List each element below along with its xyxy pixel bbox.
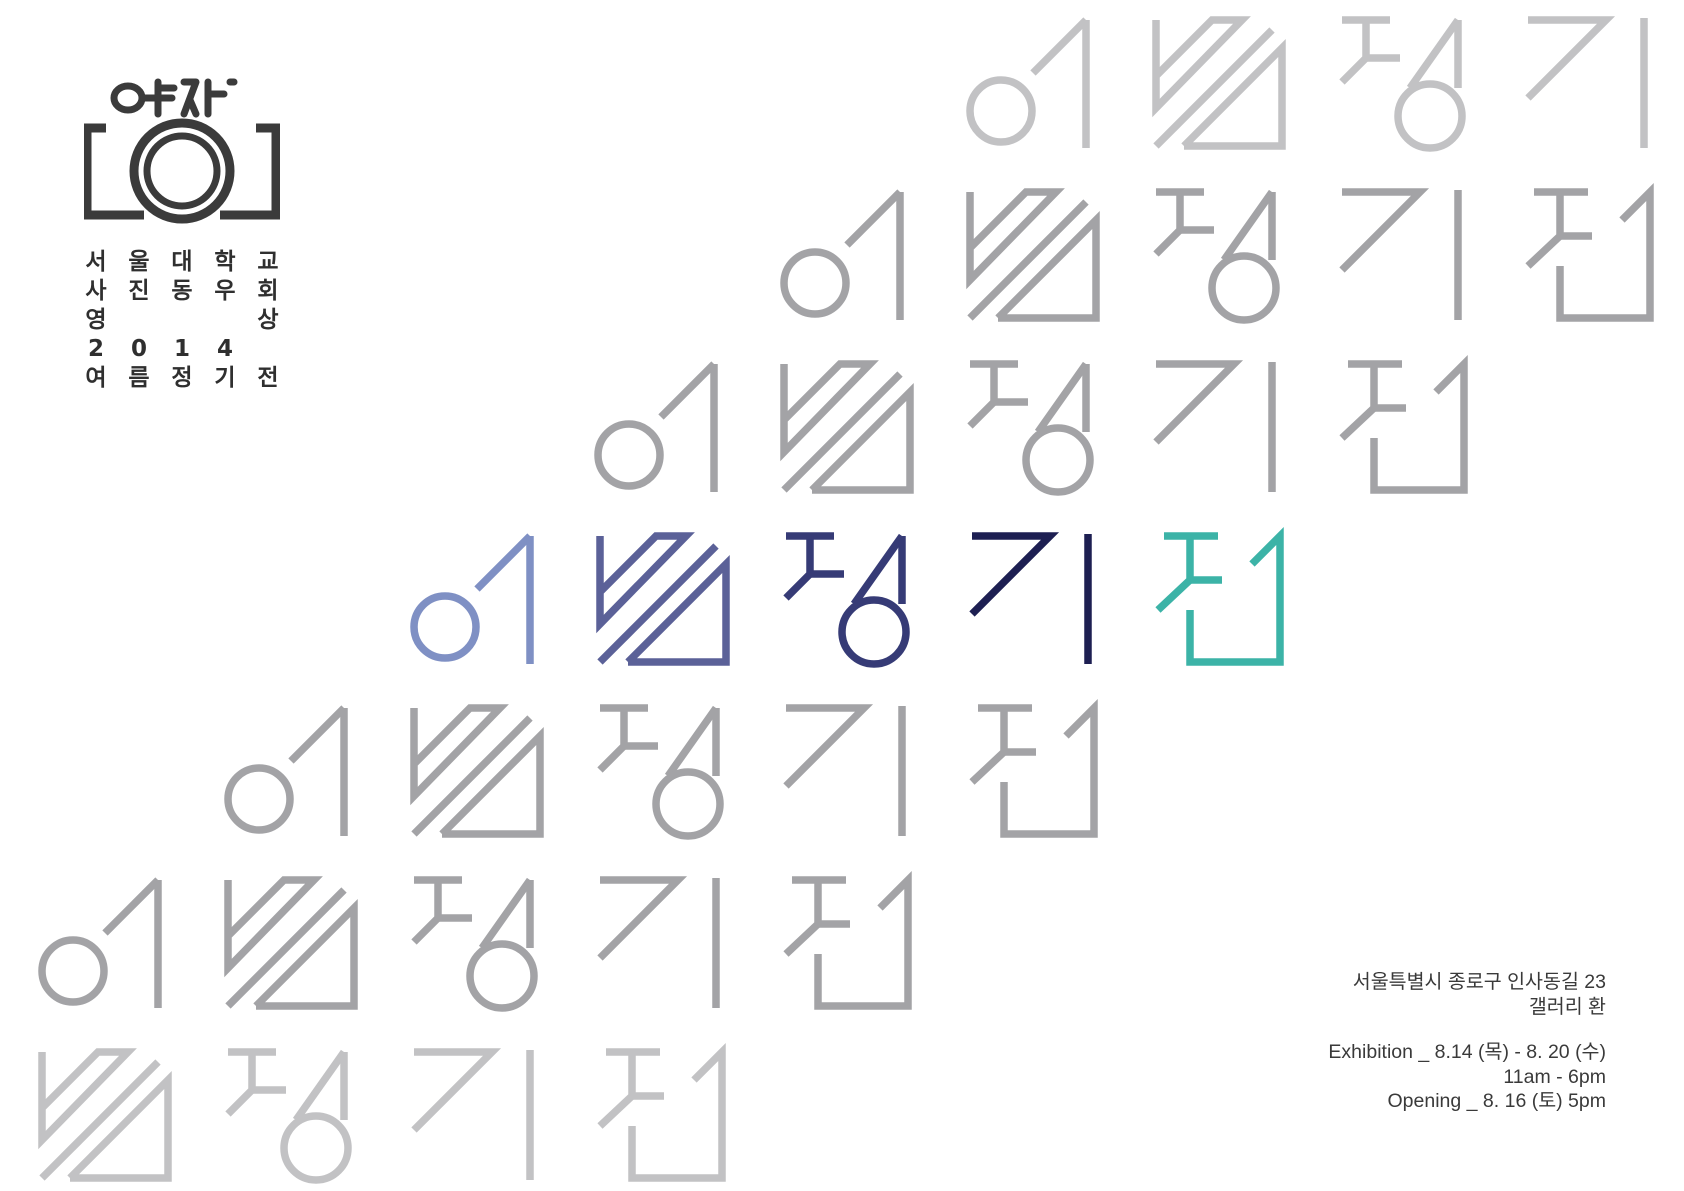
logo-character: 학 (214, 249, 236, 275)
logo-character: 2 (87, 336, 104, 362)
logo-character: 1 (173, 336, 190, 362)
logo-character: 서 (85, 249, 107, 275)
exhibition-dates: Exhibition _ 8.14 (목) - 8. 20 (수) (1328, 1041, 1606, 1063)
glyph-jeong (225, 1048, 352, 1184)
venue-text: 갤러리 환 (1528, 995, 1606, 1018)
logo-character: 전 (257, 365, 279, 391)
glyph-reum (224, 876, 358, 1010)
glyph-yeo (966, 17, 1090, 148)
logo-character: 우 (214, 278, 236, 304)
camera-logo-icon (84, 78, 280, 224)
glyph-yeo (594, 361, 718, 492)
address-text: 서울특별시 종로구 인사동길 23 (1352, 971, 1606, 993)
exhibition-hours: 11am - 6pm (1503, 1065, 1606, 1088)
glyph-jeong (411, 876, 538, 1012)
glyph-gi (1153, 360, 1276, 492)
glyph-gi (1339, 188, 1462, 320)
glyph-jeon (597, 1042, 726, 1182)
glyph-gi (1525, 16, 1648, 148)
glyph-reum (38, 1048, 172, 1182)
logo-character: 름 (128, 365, 150, 391)
glyph-jeong (967, 360, 1094, 496)
exhibition-info: 서울특별시 종로구 인사동길 23 갤러리 환 Exhibition _ 8.1… (1126, 970, 1606, 1114)
glyph-gi (783, 704, 906, 836)
glyph-gi (597, 876, 720, 1008)
glyph-jeong (1153, 188, 1280, 324)
logo-character: 정 (171, 365, 193, 391)
glyph-gi (411, 1048, 534, 1180)
logo-character: 여 (85, 365, 107, 391)
glyph-jeon (1339, 354, 1468, 494)
logo-character (170, 306, 194, 335)
logo-character: 기 (214, 365, 236, 391)
logo-character: 사 (85, 278, 107, 304)
glyph-yeo (38, 877, 162, 1008)
glyph-jeon (783, 870, 912, 1010)
glyph-jeon (969, 698, 1098, 838)
logo-character: 회 (257, 278, 279, 304)
glyph-gi (969, 532, 1092, 664)
logo-character: 0 (130, 336, 147, 362)
logo-character (127, 306, 151, 335)
glyph-jeong (597, 704, 724, 840)
glyph-jeon (1525, 182, 1654, 322)
logo-character: 대 (171, 249, 193, 275)
logo-character: 동 (171, 278, 193, 304)
logo-character: 상 (257, 307, 279, 333)
logo-character (213, 306, 237, 335)
glyph-jeon (1155, 526, 1284, 666)
opening-date: Opening _ 8. 16 (토) 5pm (1387, 1090, 1606, 1112)
glyph-jeong (1339, 16, 1466, 152)
logo-character: 영 (85, 307, 107, 333)
glyph-reum (410, 704, 544, 838)
glyph-yeo (410, 533, 534, 664)
logo-character (256, 335, 280, 364)
logo-character: 4 (216, 336, 233, 362)
glyph-jeong (783, 532, 910, 668)
glyph-yeo (224, 705, 348, 836)
logo-character: 울 (128, 249, 150, 275)
glyph-yeo (780, 189, 904, 320)
glyph-reum (1152, 16, 1286, 150)
glyph-reum (596, 532, 730, 666)
logo-character: 진 (128, 278, 150, 304)
glyph-reum (780, 360, 914, 494)
glyph-reum (966, 188, 1100, 322)
logo-character: 교 (257, 249, 279, 275)
